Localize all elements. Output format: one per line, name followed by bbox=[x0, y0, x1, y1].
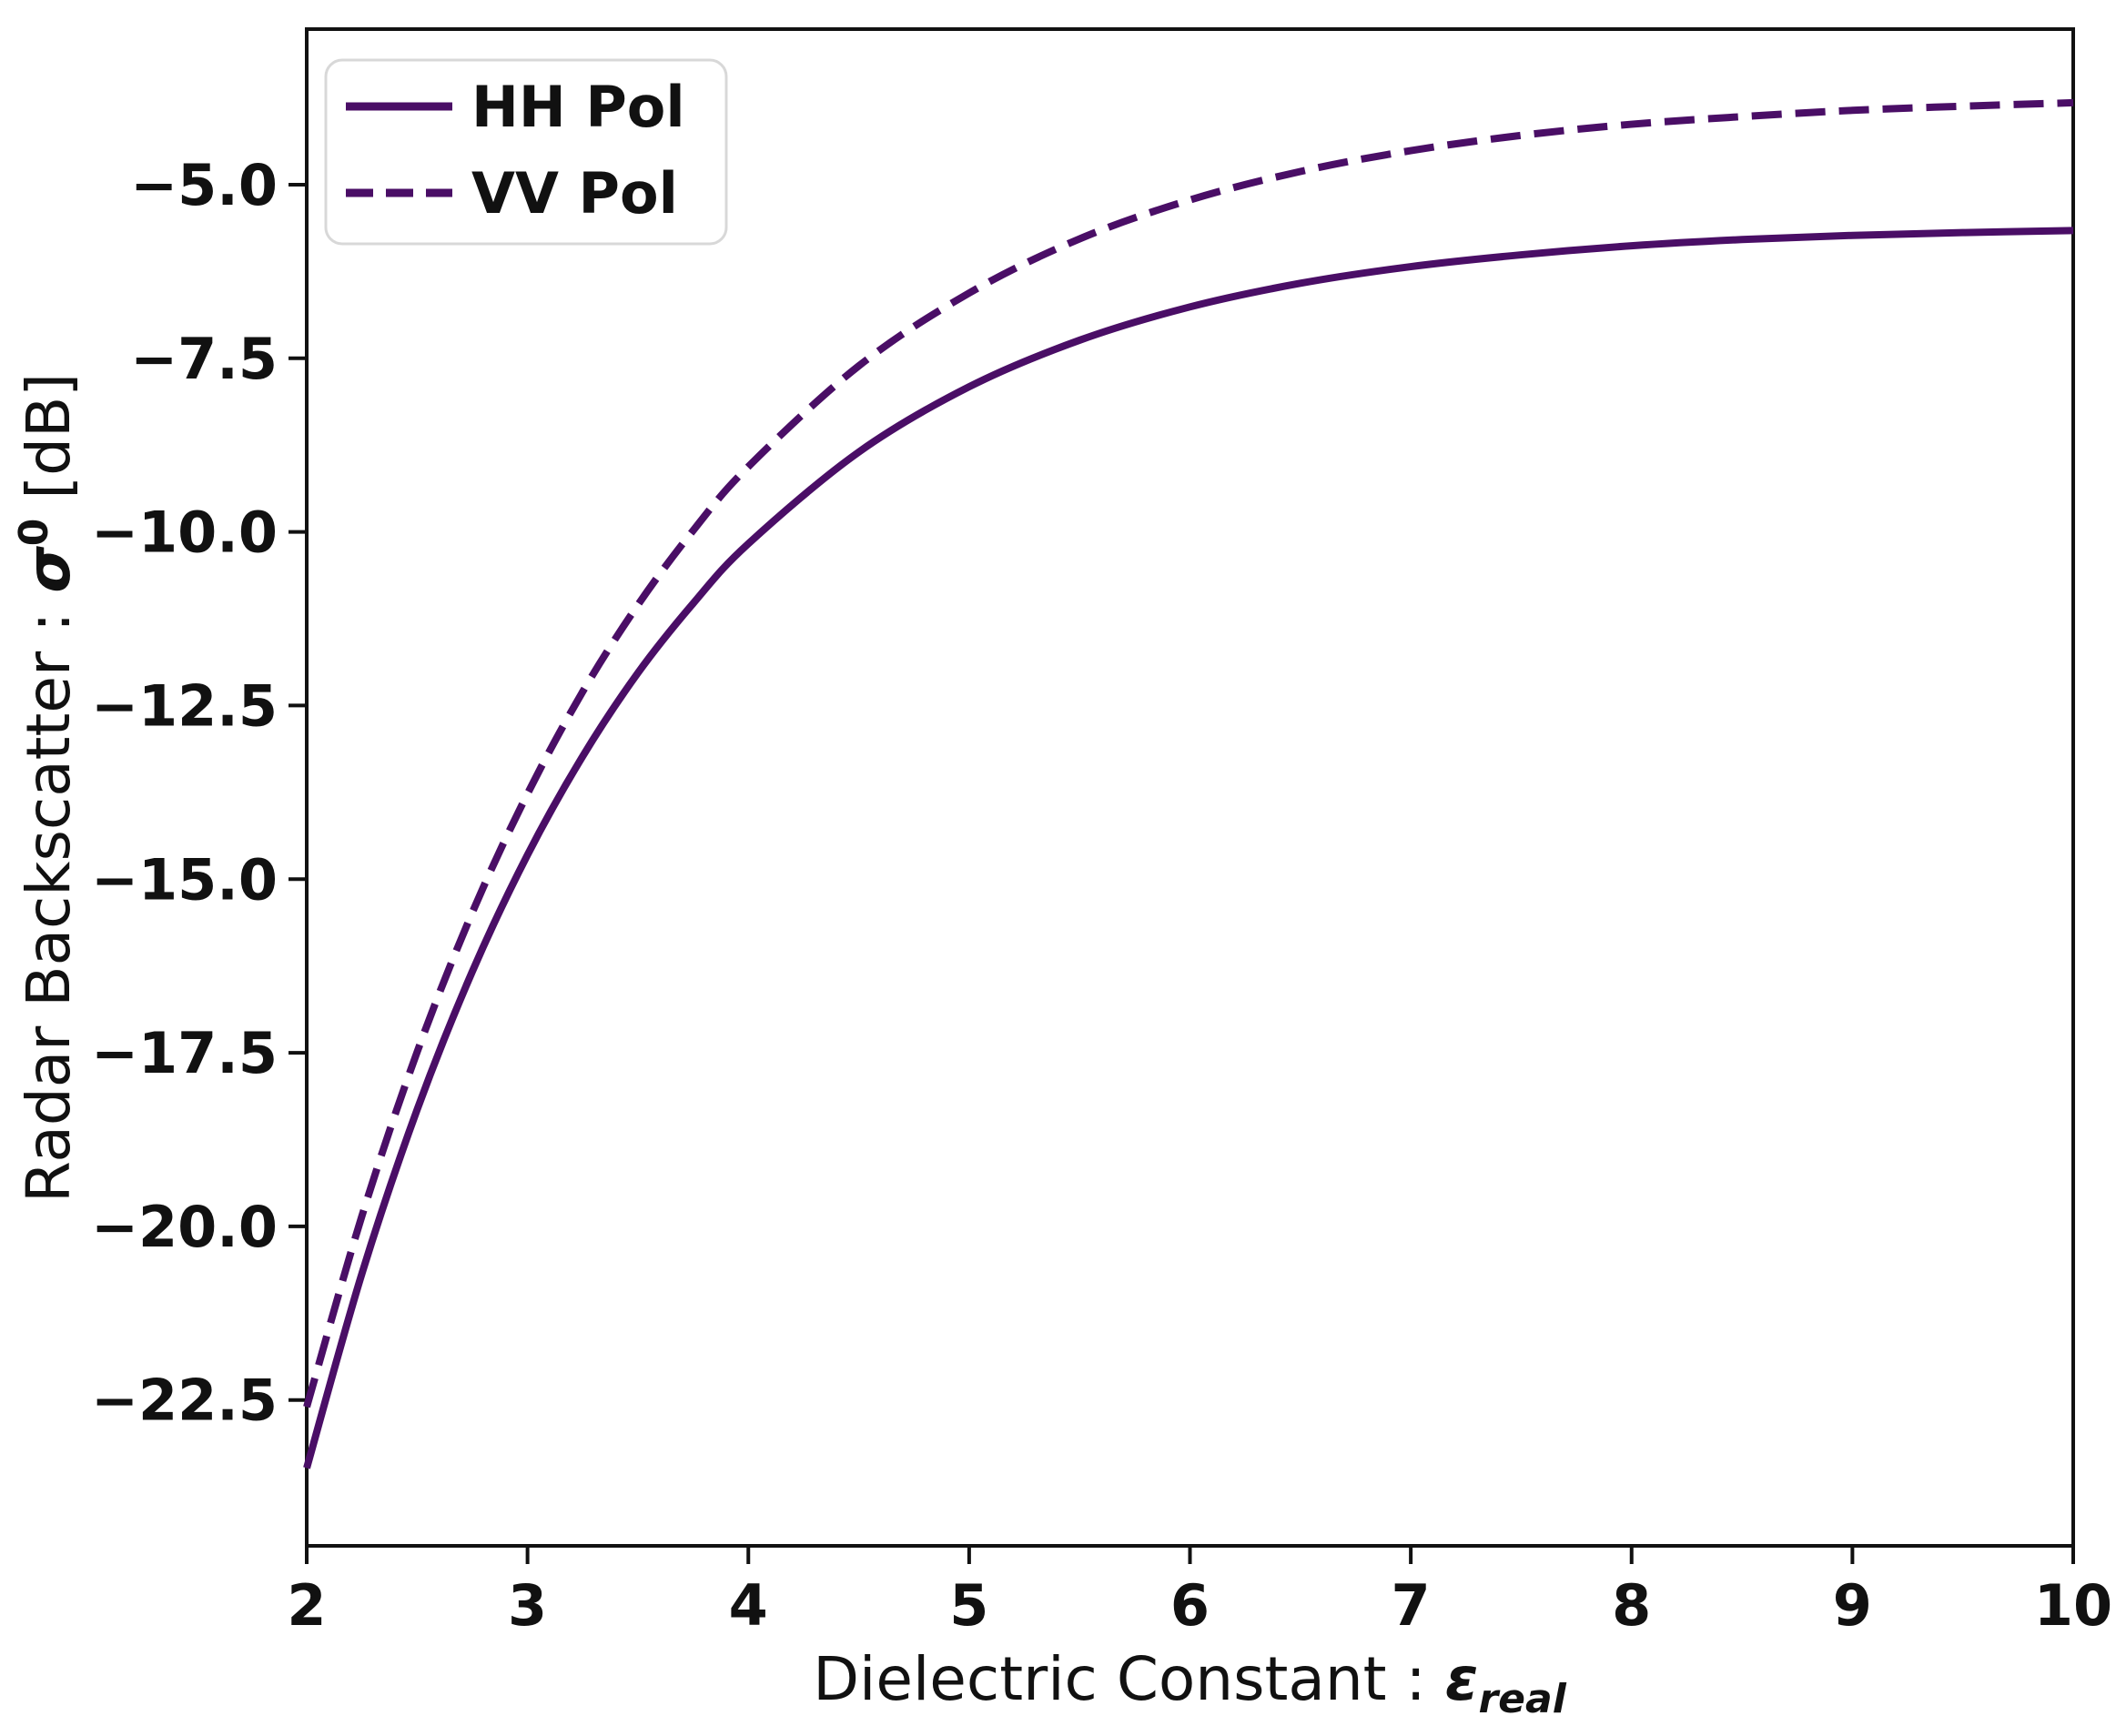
y-tick-label: −22.5 bbox=[91, 1368, 278, 1434]
vv-pol-line bbox=[303, 98, 2074, 1408]
x-tick-label: 3 bbox=[508, 1572, 547, 1639]
y-tick-label: −10.0 bbox=[91, 500, 278, 566]
y-tick-label: −5.0 bbox=[130, 152, 278, 218]
x-axis: 2 3 4 5 6 7 8 9 10 bbox=[287, 1546, 2112, 1639]
x-tick-label: 8 bbox=[1612, 1572, 1651, 1639]
legend: HH Pol VV Pol bbox=[324, 58, 728, 246]
y-tick-label: −7.5 bbox=[130, 326, 278, 392]
x-tick-label: 5 bbox=[949, 1572, 988, 1639]
x-tick-label: 2 bbox=[287, 1572, 326, 1639]
y-axis: −5.0 −7.5 −10.0 −12.5 −15.0 −17.5 −20.0 −22.5 bbox=[91, 152, 307, 1434]
y-tick-label: −17.5 bbox=[91, 1020, 278, 1086]
y-axis-label: Radar Backscatter : σ0 [dB] bbox=[11, 373, 84, 1203]
x-tick-label: 7 bbox=[1392, 1572, 1431, 1639]
x-tick-label: 6 bbox=[1170, 1572, 1210, 1639]
x-axis-label: Dielectric Constant : εreal bbox=[813, 1644, 1566, 1722]
hh-pol-line bbox=[303, 227, 2074, 1469]
legend-label-vv: VV Pol bbox=[471, 160, 678, 227]
y-tick-label: −12.5 bbox=[91, 672, 278, 739]
legend-label-hh: HH Pol bbox=[471, 74, 685, 140]
x-tick-label: 9 bbox=[1833, 1572, 1872, 1639]
x-tick-label: 4 bbox=[729, 1572, 768, 1639]
y-tick-label: −15.0 bbox=[91, 846, 278, 913]
y-tick-label: −20.0 bbox=[91, 1194, 278, 1260]
series-lines bbox=[303, 98, 2074, 1469]
plot-frame bbox=[305, 27, 2075, 1548]
x-tick-label: 10 bbox=[2034, 1572, 2112, 1639]
